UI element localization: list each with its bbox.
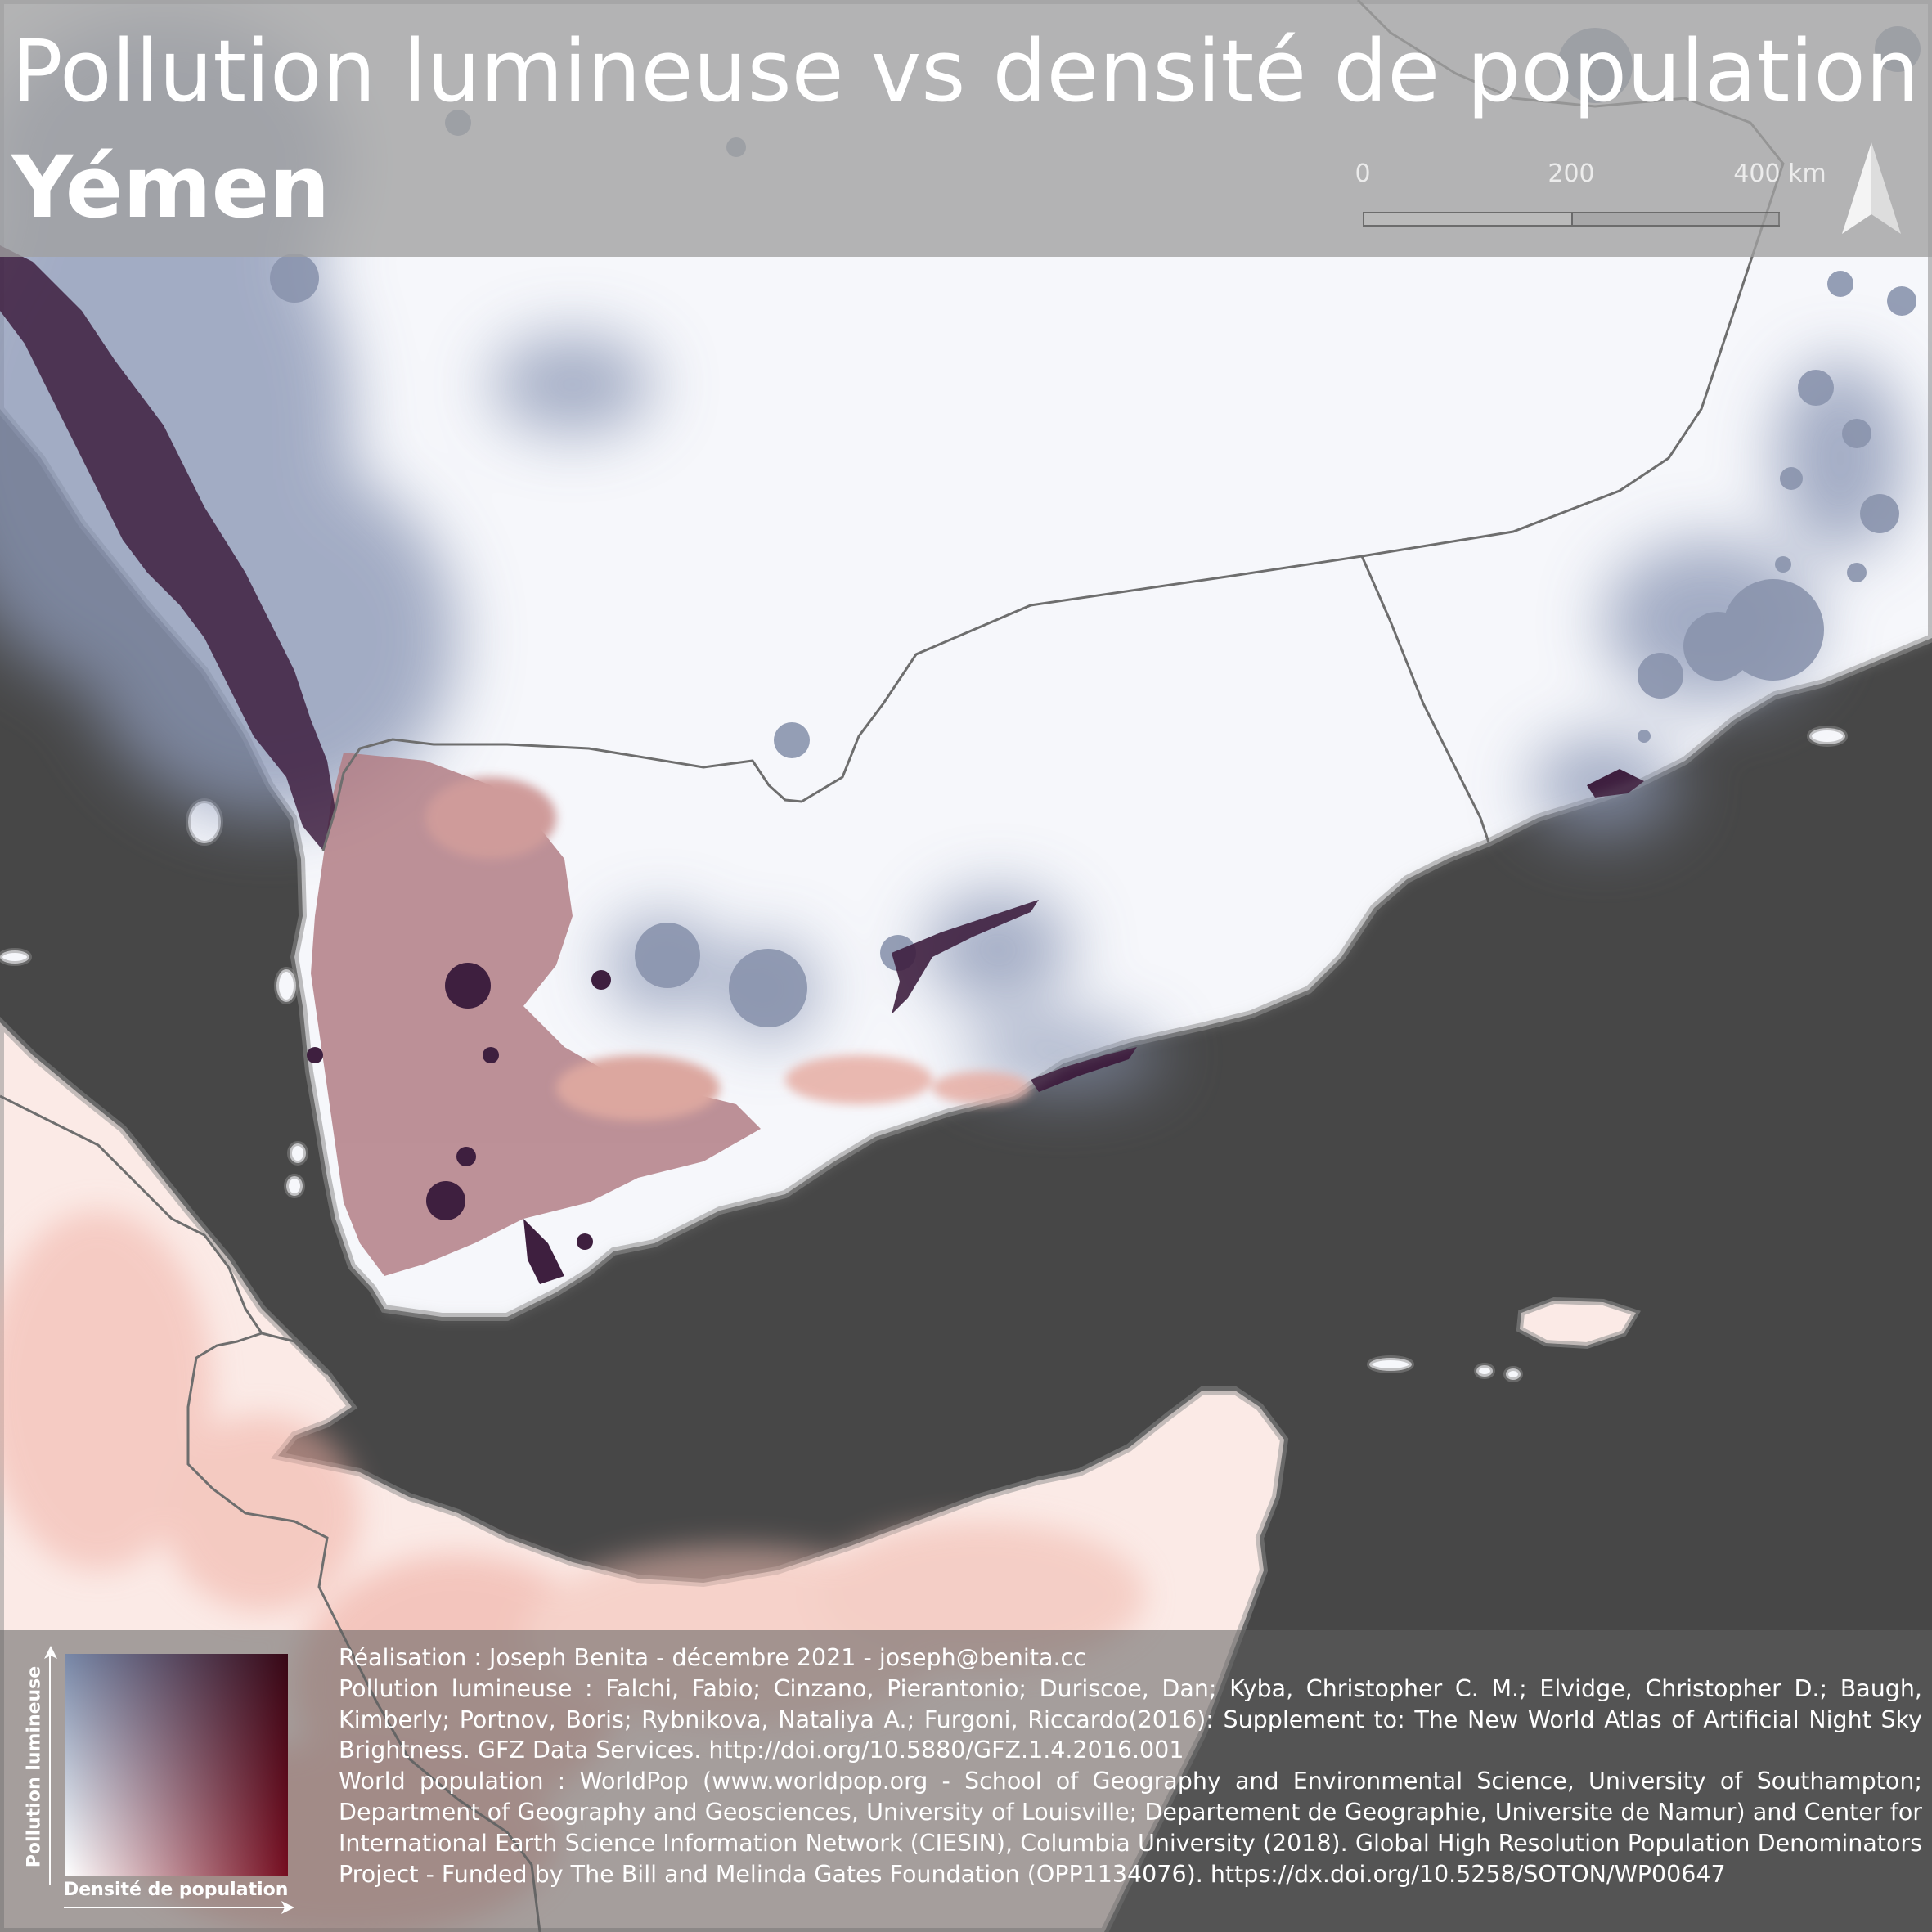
islet <box>1503 1366 1523 1382</box>
legend-panel <box>0 1630 1932 1932</box>
scale-bar-body <box>1363 212 1780 227</box>
scale-bar-segment <box>1364 213 1571 225</box>
title-band <box>0 0 1932 257</box>
arrow-right-icon <box>281 1901 294 1914</box>
socotra-island <box>1516 1296 1642 1350</box>
credits: Réalisation : Joseph Benita - décembre 2… <box>339 1642 1922 1889</box>
islet <box>1474 1363 1495 1379</box>
islet <box>0 948 32 966</box>
bivariate-legend <box>65 1654 288 1876</box>
islet <box>274 967 299 1004</box>
scale-bar: 0 200 400 km <box>1350 160 1826 230</box>
legend-y-axis-arrow <box>49 1654 51 1885</box>
scale-tick-label: 0 <box>1355 160 1371 188</box>
islet <box>1367 1355 1414 1373</box>
scale-bar-segment <box>1571 213 1780 225</box>
scale-tick-label: 400 km <box>1733 160 1826 188</box>
scale-tick-label: 200 <box>1548 160 1595 188</box>
islet <box>287 1141 308 1166</box>
population-density-layer <box>311 753 1031 1276</box>
north-arrow-icon <box>1842 142 1901 234</box>
legend-x-label: Densité de population <box>64 1880 289 1900</box>
legend-y-label: Pollution lumineuse <box>24 1665 45 1868</box>
credit-light-source: Pollution lumineuse : Falchi, Fabio; Cin… <box>339 1674 1922 1764</box>
urban-core-layer <box>0 245 1644 1284</box>
map-title: Pollution lumineuse vs densité de popula… <box>11 21 1920 121</box>
arrow-up-icon <box>44 1646 57 1659</box>
credit-population-source: World population : WorldPop (www.worldpo… <box>339 1768 1922 1888</box>
legend-x-axis-arrow <box>64 1907 286 1908</box>
map-subtitle-country: Yémen <box>11 137 330 237</box>
coastline-glow <box>384 636 1932 1319</box>
islet <box>284 1174 305 1198</box>
credit-author: Réalisation : Joseph Benita - décembre 2… <box>339 1644 1086 1671</box>
islet <box>1807 726 1848 747</box>
